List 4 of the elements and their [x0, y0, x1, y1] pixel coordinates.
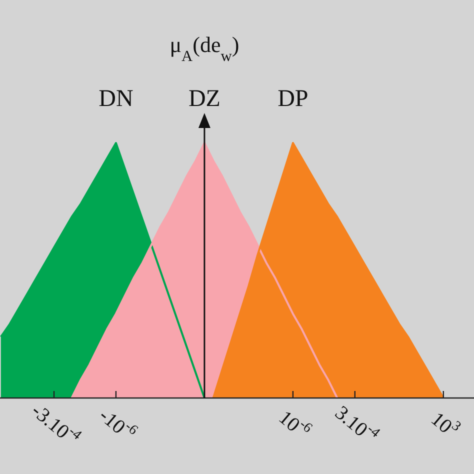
- y-axis-title: μ$_{A}$(de$_{w}$): [170, 32, 240, 64]
- series-label: DZ: [188, 86, 220, 112]
- series-label: DN: [98, 86, 134, 112]
- series-label: DP: [278, 86, 308, 112]
